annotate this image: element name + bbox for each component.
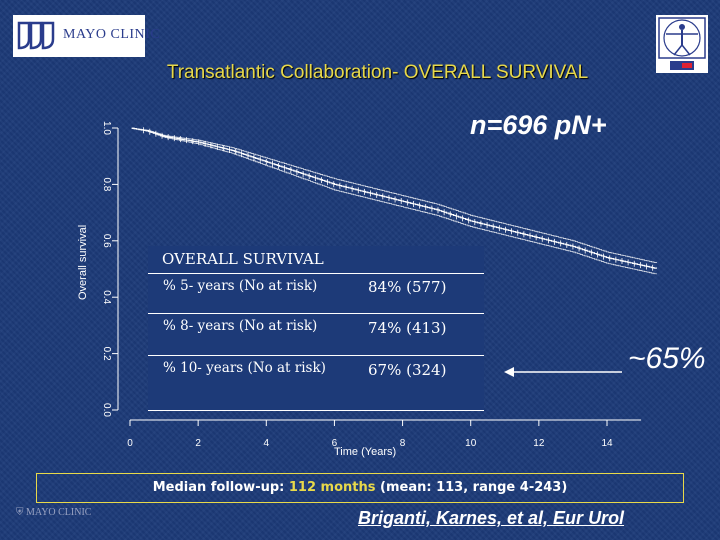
note-prefix: Median follow-up: — [152, 480, 289, 495]
survival-curves — [131, 127, 658, 275]
row-label-10yr: % 10- years (No at risk) — [163, 360, 326, 376]
y-tick-label: 0.2 — [101, 347, 112, 361]
sample-size-label: n=696 pN+ — [470, 110, 607, 140]
y-tick-label: 0.6 — [101, 234, 112, 248]
survival-line — [131, 127, 658, 269]
vitruvian-man-icon — [658, 17, 706, 70]
x-tick-label: 10 — [465, 438, 477, 449]
x-axis-title: Time (Years) — [334, 446, 397, 458]
note-highlight: 112 months — [288, 480, 376, 495]
x-tick-label: 8 — [400, 438, 406, 449]
table-divider — [148, 313, 484, 314]
tail-percentage-label: ~65% — [628, 342, 706, 375]
slide-title: Transatlantic Collaboration- OVERALL SUR… — [166, 62, 589, 83]
y-tick-label: 0.8 — [101, 177, 112, 191]
small-shield-icon: ⛨ — [16, 507, 24, 518]
x-tick-label: 0 — [127, 438, 133, 449]
arrow-head-icon — [504, 367, 514, 377]
y-tick-label: 0.0 — [101, 403, 112, 417]
y-axis-title: Overall survival — [77, 224, 89, 300]
logo-text: MAYO CLINIC — [63, 27, 161, 42]
axes — [112, 127, 642, 426]
survival-table: OVERALL SURVIVAL % 5- years (No at risk)… — [148, 246, 484, 411]
mayo-shield-icon — [17, 21, 55, 50]
row-label-8yr: % 8- years (No at risk) — [163, 318, 318, 334]
note-suffix: (mean: 113, range 4-243) — [375, 480, 568, 495]
x-tick-label: 14 — [601, 438, 613, 449]
footer-mayo-logo: ⛨ MAYO CLINIC — [16, 507, 91, 518]
ci-lower-line — [131, 127, 657, 275]
x-tick-label: 2 — [195, 438, 201, 449]
row-label-5yr: % 5- years (No at risk) — [163, 278, 318, 294]
table-divider — [148, 355, 484, 356]
table-header: OVERALL SURVIVAL — [162, 250, 324, 268]
y-tick-label: 1.0 — [101, 121, 112, 135]
table-divider — [148, 273, 484, 274]
small-logo-text: MAYO CLINIC — [26, 507, 92, 518]
row-value-10yr: 67% (324) — [368, 361, 447, 379]
vitruvian-logo — [656, 15, 708, 73]
follow-up-note: Median follow-up: 112 months (mean: 113,… — [36, 473, 684, 503]
row-value-8yr: 74% (413) — [368, 319, 447, 337]
x-tick-label: 6 — [332, 438, 338, 449]
citation: Briganti, Karnes, et al, Eur Urol — [358, 508, 625, 528]
y-tick-label: 0.4 — [101, 290, 112, 304]
ci-upper-line — [131, 127, 657, 263]
mayo-clinic-logo: MAYO CLINIC — [13, 15, 160, 57]
tick-labels: 0.0 0.2 0.4 0.6 0.8 1.0 0 2 4 6 8 10 12 14 — [101, 121, 613, 449]
x-tick-label: 4 — [264, 438, 270, 449]
row-value-5yr: 84% (577) — [368, 278, 447, 296]
x-tick-label: 12 — [533, 438, 545, 449]
